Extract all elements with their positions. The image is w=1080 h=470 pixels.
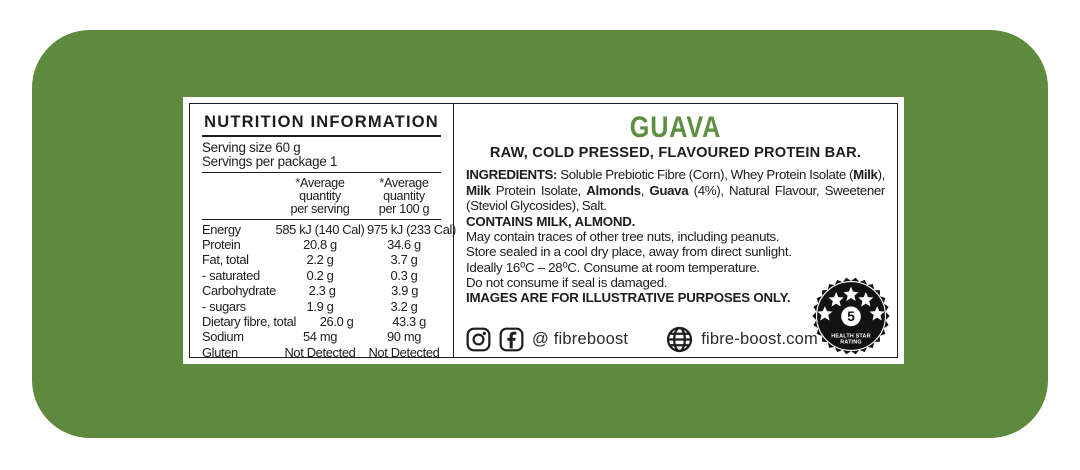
nutrient-name: Protein bbox=[202, 237, 241, 252]
col-header-per-100g: *Average quantity per 100 g bbox=[378, 175, 430, 216]
nutrition-table-row: Energy 585 kJ (140 Cal) 975 kJ (233 Cal) bbox=[202, 221, 456, 237]
ingredient-emphasis: Guava bbox=[649, 182, 689, 198]
nutrient-name: - sugars bbox=[202, 298, 246, 314]
nutrition-table-row: Gluten Not Detected Not Detected bbox=[202, 345, 441, 360]
nutrient-value-per-serving: 54 mg bbox=[302, 329, 338, 345]
nutrient-value-per-100g: Not Detected bbox=[368, 344, 440, 360]
ingredient-emphasis: Almonds bbox=[586, 182, 641, 198]
nutrient-value-per-serving: 20.8 g bbox=[303, 237, 337, 252]
serving-rule bbox=[202, 171, 441, 173]
nutrient-value-per-100g: 975 kJ (233 Cal) bbox=[367, 221, 456, 237]
label-border: NUTRITION INFORMATION Serving size 60 g … bbox=[189, 103, 898, 360]
nutrition-title: NUTRITION INFORMATION bbox=[204, 113, 439, 131]
product-tagline: RAW, COLD PRESSED, FLAVOURED PROTEIN BAR… bbox=[489, 145, 862, 161]
instagram-icon bbox=[466, 327, 491, 352]
facebook-icon bbox=[499, 327, 524, 352]
serving-size: Serving size 60 g bbox=[202, 140, 301, 155]
nutrient-value-per-100g: 3.2 g bbox=[390, 298, 418, 314]
nutrient-name: Carbohydrate bbox=[202, 283, 276, 299]
storage-instructions: May contain traces of other tree nuts, i… bbox=[466, 229, 885, 290]
nutrient-value-per-100g: 3.9 g bbox=[391, 283, 419, 299]
health-star-rating-badge: 5 HEALTH STAR RATING bbox=[812, 277, 890, 355]
ingredient-text: (4%), Natural Flavour, Sweetener (Stevio… bbox=[466, 182, 885, 214]
table-header-row: *Average quantity per serving *Average q… bbox=[202, 176, 441, 216]
nutrient-value-per-100g: 43.3 g bbox=[392, 314, 426, 330]
nutrient-value-per-serving: Not Detected bbox=[284, 344, 356, 360]
ingredient-text: , bbox=[640, 182, 650, 198]
ingredient-text: Soluble Prebiotic Fibre (Corn), Whey Pro… bbox=[560, 167, 854, 182]
svg-text:RATING: RATING bbox=[840, 340, 861, 346]
nutrient-value-per-serving: 585 kJ (140 Cal) bbox=[275, 221, 365, 237]
product-panel: GUAVA RAW, COLD PRESSED, FLAVOURED PROTE… bbox=[454, 104, 897, 357]
svg-text:5: 5 bbox=[847, 309, 855, 324]
header-spacer bbox=[202, 177, 273, 216]
nutrition-table-row: - saturated 0.2 g 0.3 g bbox=[202, 268, 441, 283]
svg-text:HEALTH STAR: HEALTH STAR bbox=[831, 333, 870, 339]
header-rule bbox=[202, 218, 441, 220]
nutrient-value-per-100g: 34.6 g bbox=[387, 237, 421, 252]
storage-instruction-line: May contain traces of other tree nuts, i… bbox=[466, 229, 780, 245]
servings-per-package: Servings per package 1 bbox=[202, 153, 338, 169]
allergen-statement: CONTAINS MILK, ALMOND. bbox=[466, 213, 636, 229]
nutrient-value-per-100g: 90 mg bbox=[386, 329, 422, 345]
nutrition-table-row: - sugars 1.9 g 3.2 g bbox=[202, 299, 441, 314]
title-rule bbox=[202, 135, 441, 137]
ingredient-emphasis: Milk bbox=[853, 167, 878, 182]
nutrition-table-row: Dietary fibre, total 26.0 g 43.3 g bbox=[202, 314, 441, 329]
website-url: fibre-boost.com bbox=[701, 330, 818, 348]
nutrition-table-row: Carbohydrate 2.3 g 3.9 g bbox=[202, 283, 441, 298]
nutrient-name: - saturated bbox=[202, 267, 260, 283]
ingredient-emphasis: Milk bbox=[466, 182, 491, 198]
nutrient-name: Energy bbox=[202, 221, 241, 237]
social-handle: @ fibreboost bbox=[532, 330, 629, 348]
social-row: @ fibreboost fibre-boost.com bbox=[466, 326, 818, 353]
nutrient-value-per-100g: 3.7 g bbox=[390, 252, 418, 268]
flavour-name: GUAVA bbox=[629, 111, 722, 144]
storage-instruction-line: Store sealed in a cool dry place, away f… bbox=[466, 244, 792, 260]
nutrition-table-body: Energy 585 kJ (140 Cal) 975 kJ (233 Cal) Pr… bbox=[202, 221, 456, 361]
nutrient-value-per-serving: 26.0 g bbox=[319, 314, 354, 330]
nutrient-name: Gluten bbox=[202, 344, 238, 360]
nutrient-value-per-serving: 2.3 g bbox=[308, 283, 336, 299]
ingredient-text: Protein Isolate, bbox=[490, 182, 587, 198]
globe-icon bbox=[667, 326, 693, 353]
nutrition-table-row: Fat, total 2.2 g 3.7 g bbox=[202, 252, 441, 267]
product-label: NUTRITION INFORMATION Serving size 60 g … bbox=[183, 97, 904, 364]
storage-instruction-line: Do not consume if seal is damaged. bbox=[466, 274, 668, 290]
ingredient-text: ), bbox=[877, 167, 886, 182]
nutrient-value-per-serving: 1.9 g bbox=[306, 298, 334, 314]
nutrient-name: Sodium bbox=[202, 329, 244, 345]
col-header-per-serving: *Average quantity per serving bbox=[290, 175, 350, 216]
nutrition-table-row: Sodium 54 mg 90 mg bbox=[202, 329, 441, 344]
nutrient-value-per-serving: 0.2 g bbox=[306, 267, 334, 283]
illustrative-disclaimer: IMAGES ARE FOR ILLUSTRATIVE PURPOSES ONL… bbox=[466, 290, 791, 306]
nutrition-table-row: Protein 20.8 g 34.6 g bbox=[202, 237, 441, 252]
nutrient-name: Fat, total bbox=[202, 252, 249, 268]
nutrient-value-per-100g: 0.3 g bbox=[390, 267, 418, 283]
storage-instruction-line: Ideally 16⁰C – 28⁰C. Consume at room tem… bbox=[466, 259, 760, 275]
ingredient-emphasis: INGREDIENTS: bbox=[466, 167, 561, 182]
nutrient-value-per-serving: 2.2 g bbox=[306, 252, 334, 268]
nutrient-name: Dietary fibre, total bbox=[202, 314, 297, 330]
ingredients-paragraph: INGREDIENTS: Soluble Prebiotic Fibre (Co… bbox=[466, 167, 885, 214]
nutrition-panel: NUTRITION INFORMATION Serving size 60 g … bbox=[190, 104, 456, 360]
